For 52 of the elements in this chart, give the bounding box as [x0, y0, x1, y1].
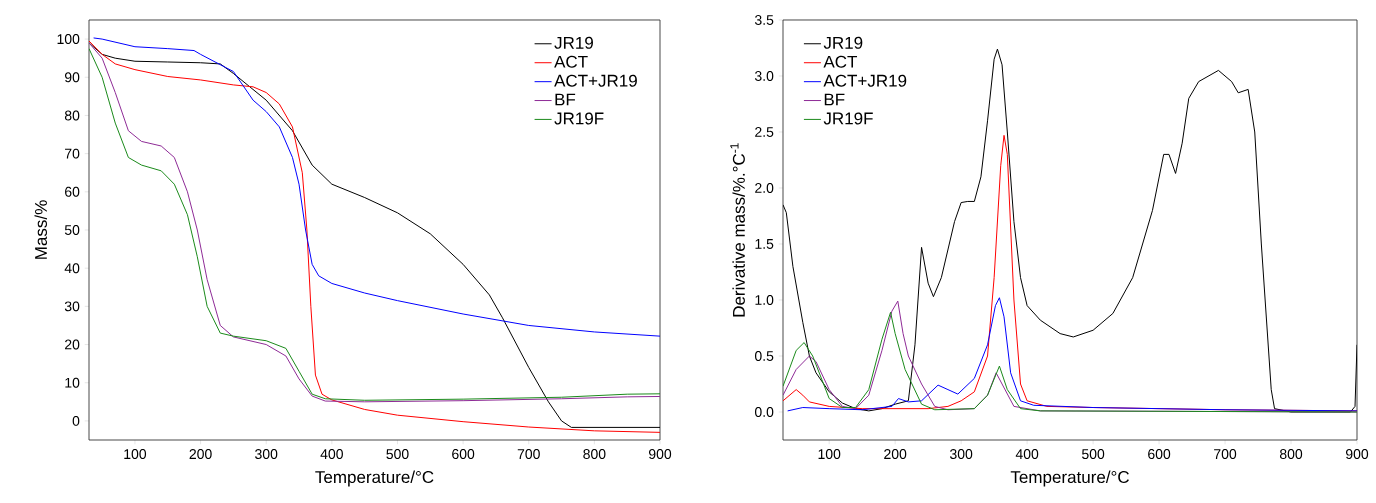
y-tick-label: 90	[64, 72, 80, 83]
x-tick-label: 200	[189, 449, 212, 460]
x-tick-label: 700	[517, 449, 540, 460]
legend-label: BF	[824, 93, 845, 106]
y-axis-title: Mass/%	[34, 200, 47, 259]
y-tick-label: 10	[65, 377, 80, 388]
x-tick-label: 900	[648, 449, 672, 460]
y-tick-label: 100	[57, 34, 80, 45]
legend-label: ACT	[554, 55, 588, 68]
y-tick-label: 2.5	[755, 127, 774, 137]
y-tick-label: 60	[65, 186, 80, 197]
y-tick-label: 0.5	[754, 351, 774, 361]
legend-label: ACT	[823, 55, 858, 68]
legend-label: JR19	[823, 36, 863, 49]
x-tick-label: 600	[1148, 449, 1171, 460]
x-tick-label: 500	[386, 449, 409, 460]
y-axis-title: Derivative mass/%.°C$^{-1}$	[730, 143, 745, 317]
legend-label: BF	[555, 93, 576, 106]
x-tick-label: 600	[452, 449, 475, 460]
x-tick-label: 100	[124, 449, 147, 460]
y-tick-label: 3.0	[754, 71, 774, 81]
x-tick-label: 800	[583, 449, 606, 460]
x-tick-label: 100	[818, 449, 841, 460]
y-tick-label: 20	[65, 339, 80, 350]
y-tick-label: 0.0	[754, 407, 774, 417]
legend-label: ACT+JR19	[823, 74, 907, 87]
line-series	[93, 37, 661, 337]
y-tick-label: 80	[64, 110, 80, 121]
x-tick-label: 400	[1015, 449, 1039, 460]
y-tick-label: 2.0	[755, 183, 774, 193]
legend-label: JR19F	[823, 112, 873, 125]
legend-label: JR19	[554, 36, 593, 49]
x-tick-label: 500	[1081, 449, 1105, 460]
y-tick-label: 50	[64, 225, 80, 235]
y-tick-label: 70	[65, 148, 80, 159]
x-tick-label: 200	[884, 449, 907, 460]
x-axis-title: Temperature/°C	[1010, 470, 1129, 487]
x-tick-label: 300	[950, 449, 973, 460]
x-axis-title: Temperature/°C	[315, 470, 434, 487]
legend-label: JR19F	[554, 112, 604, 125]
y-tick-label: 1.5	[755, 239, 774, 249]
x-tick-label: 300	[255, 449, 278, 460]
y-tick-label: 30	[64, 301, 80, 312]
y-tick-label: 0	[72, 415, 80, 426]
y-tick-label: 40	[64, 263, 80, 274]
x-tick-label: 800	[1279, 449, 1303, 460]
x-tick-label: 900	[1345, 449, 1369, 460]
legend-label: ACT+JR19	[554, 74, 637, 87]
y-tick-label: 1.0	[755, 295, 774, 305]
y-tick-label: 3.5	[754, 15, 774, 25]
x-tick-label: 700	[1214, 449, 1237, 460]
x-tick-label: 400	[320, 449, 343, 460]
